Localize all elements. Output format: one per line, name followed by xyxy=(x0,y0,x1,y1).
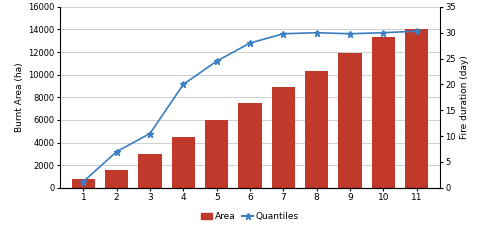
Bar xyxy=(338,53,361,188)
Bar xyxy=(238,103,262,188)
Y-axis label: Fire duration (day): Fire duration (day) xyxy=(460,55,469,139)
Bar xyxy=(372,37,395,188)
Bar xyxy=(72,179,95,188)
Bar xyxy=(205,120,229,188)
Bar xyxy=(105,170,128,188)
Bar xyxy=(272,87,295,188)
Bar xyxy=(172,137,195,188)
Bar xyxy=(405,30,428,188)
Bar xyxy=(305,71,328,188)
Legend: Area, Quantiles: Area, Quantiles xyxy=(198,208,302,224)
Bar xyxy=(138,154,162,188)
Y-axis label: Burnt Area (ha): Burnt Area (ha) xyxy=(15,63,24,132)
